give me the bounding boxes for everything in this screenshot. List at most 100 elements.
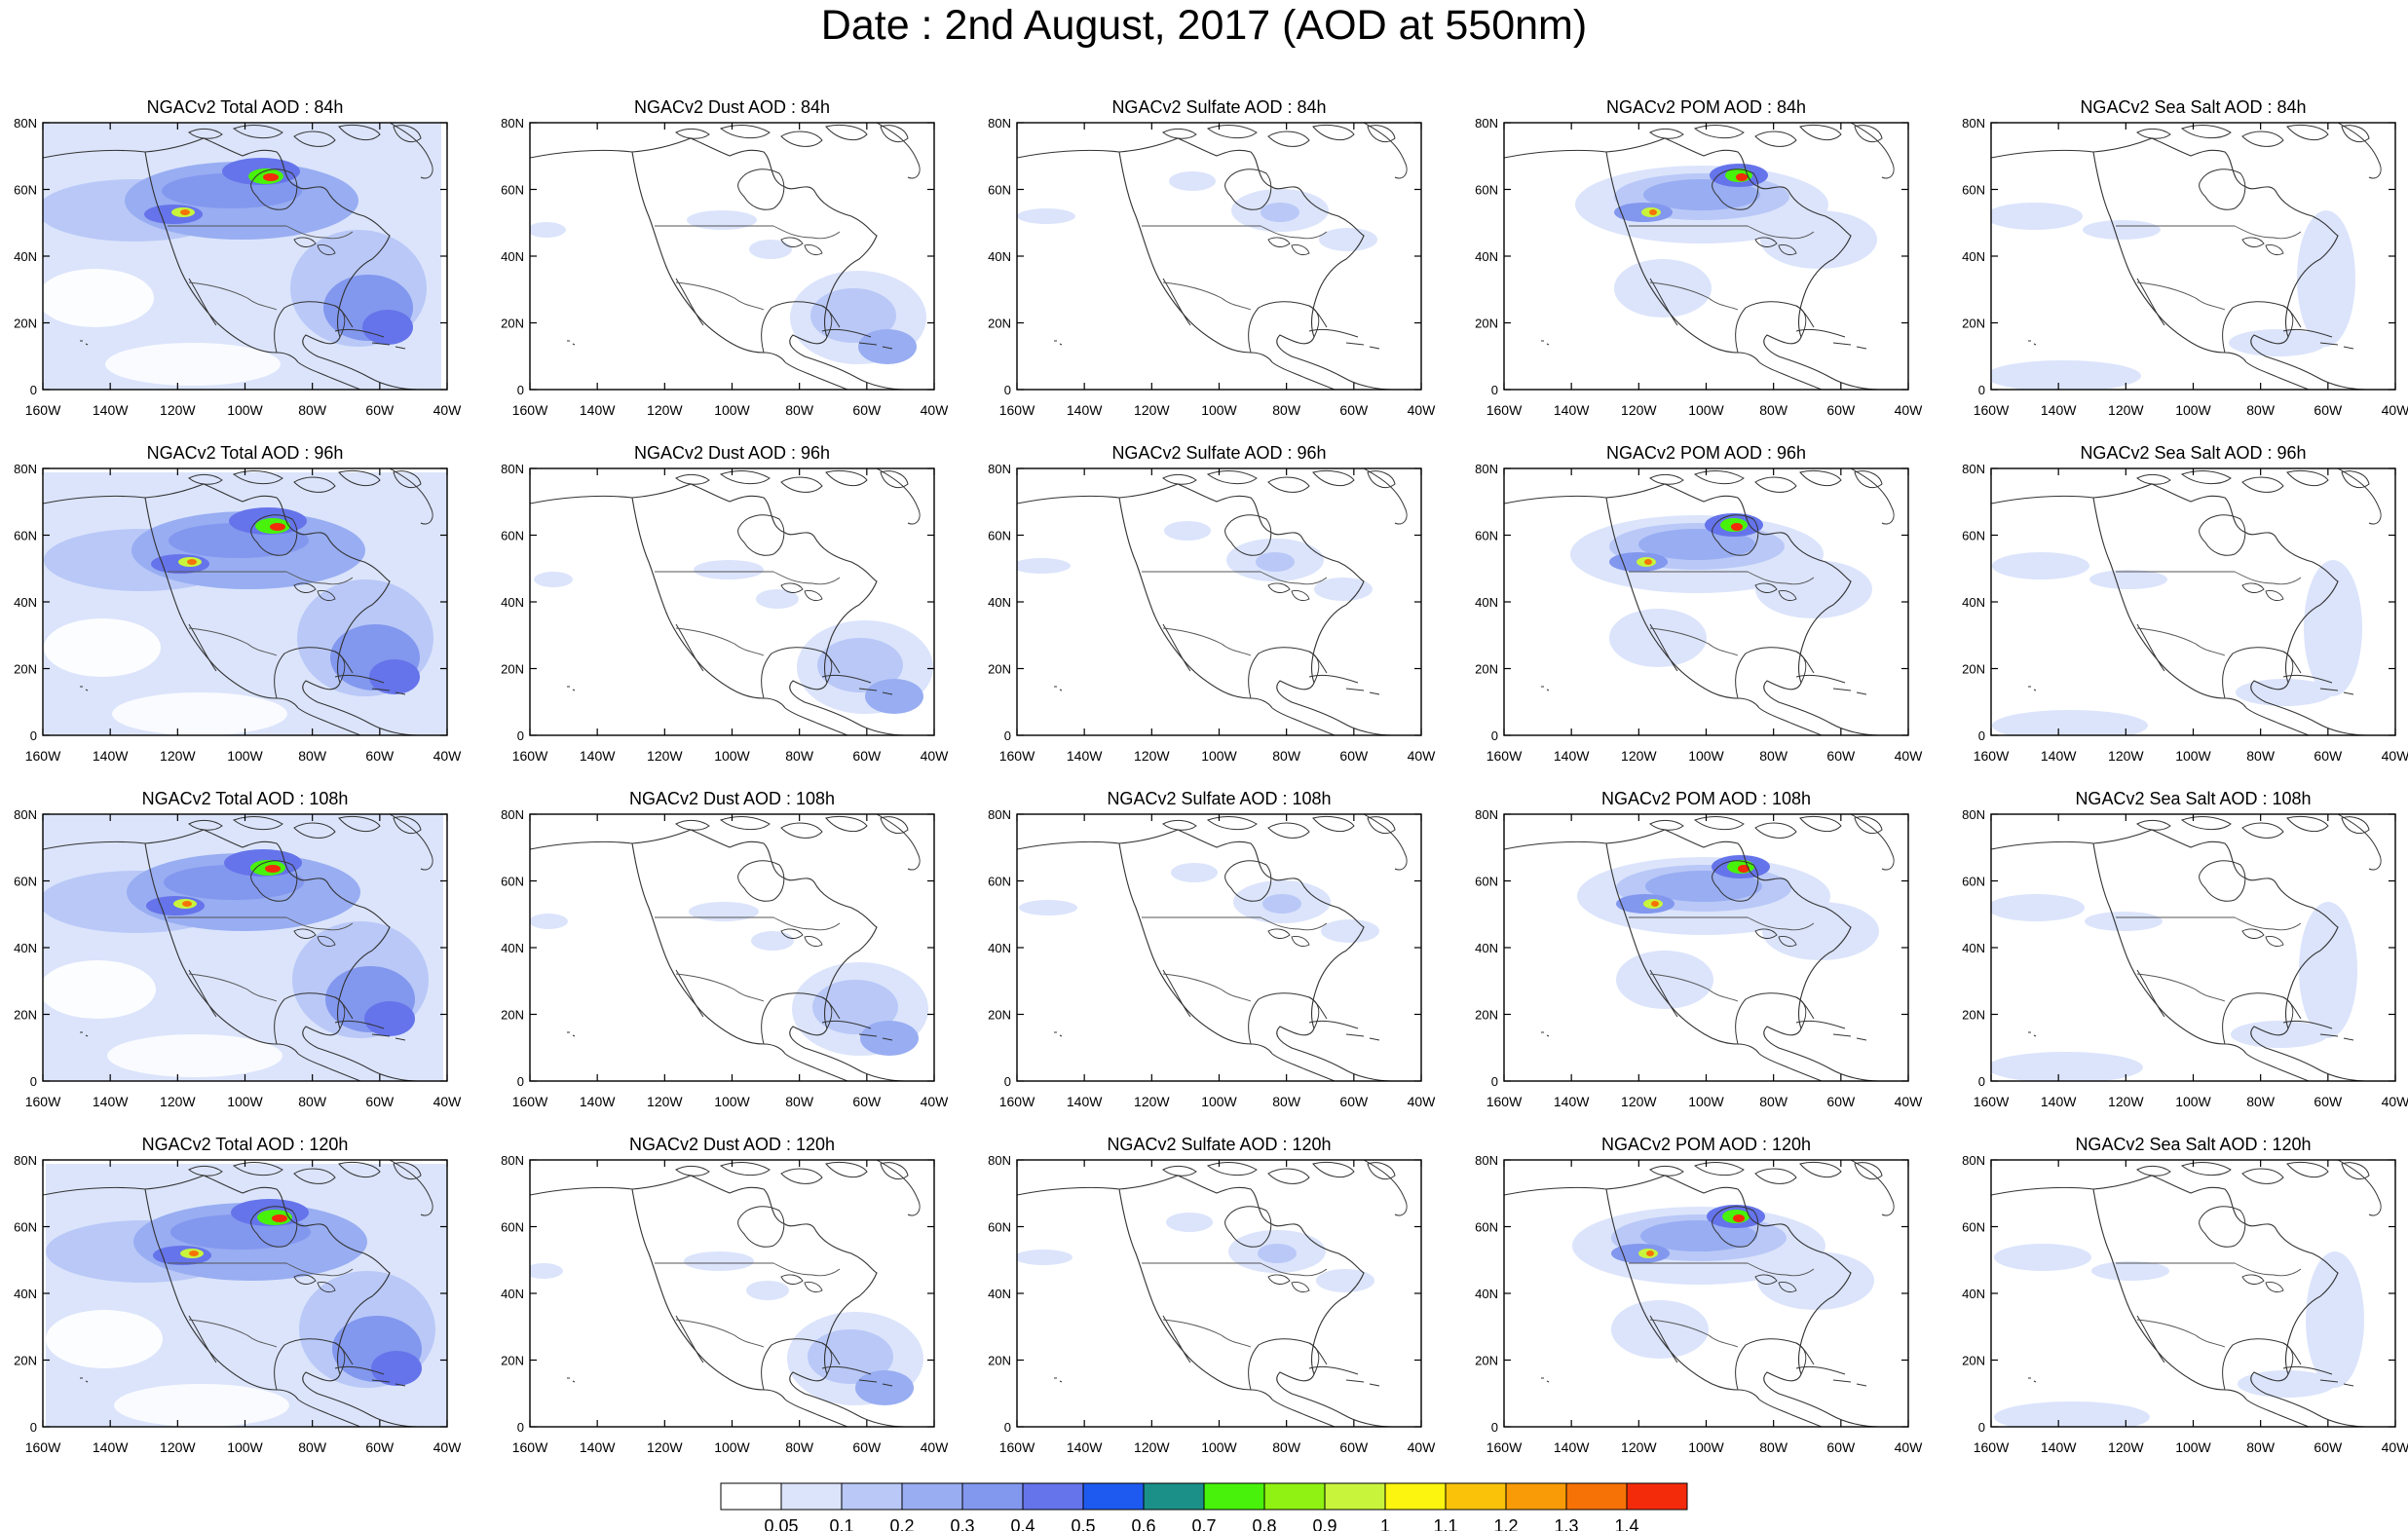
lon-tick-label: 100W <box>2175 402 2211 418</box>
lat-tick-label: 60N <box>14 1220 37 1235</box>
colorbar-label: 1.3 <box>1554 1516 1578 1531</box>
lat-tick-label: 20N <box>1962 1354 1985 1368</box>
map-panel-2-4: NGACv2 Sea Salt AOD : 108h 0 20N 40N 60N 80N 1… <box>1962 789 2408 1109</box>
lon-tick-label: 80W <box>1759 402 1788 418</box>
lat-tick-label: 20N <box>1962 317 1985 331</box>
aod-field <box>43 814 447 1081</box>
lon-tick-label: 160W <box>1974 1094 2010 1109</box>
lon-tick-label: 160W <box>25 1439 61 1455</box>
lon-tick-label: 80W <box>1759 1094 1788 1109</box>
lon-tick-label: 60W <box>1826 748 1856 764</box>
lat-tick-label: 60N <box>1475 875 1498 889</box>
lat-tick-label: 80N <box>1475 807 1498 822</box>
lon-tick-label: 60W <box>1826 402 1856 418</box>
panel-title: NGACv2 Sulfate AOD : 108h <box>1107 789 1331 808</box>
lat-tick-label: 60N <box>988 875 1011 889</box>
lat-tick-label: 80N <box>501 807 524 822</box>
panel-title: NGACv2 Sulfate AOD : 84h <box>1111 97 1326 117</box>
lon-tick-label: 60W <box>2314 1094 2343 1109</box>
lon-tick-label: 80W <box>785 1094 814 1109</box>
lat-tick-label: 20N <box>988 1008 1011 1023</box>
panel-title: NGACv2 POM AOD : 96h <box>1606 443 1806 463</box>
lon-tick-label: 60W <box>365 1094 395 1109</box>
lon-tick-label: 120W <box>160 1094 196 1109</box>
lon-tick-label: 40W <box>433 748 463 764</box>
lon-tick-label: 140W <box>580 748 616 764</box>
lon-tick-label: 80W <box>298 402 327 418</box>
lat-tick-label: 40N <box>1962 941 1985 955</box>
aod-field <box>530 468 934 735</box>
lat-tick-label: 60N <box>988 1220 1011 1235</box>
aod-field <box>1017 814 1421 1081</box>
aod-field <box>1991 814 2395 1081</box>
colorbar-label: 1.2 <box>1493 1516 1518 1531</box>
map-panel-3-4: NGACv2 Sea Salt AOD : 120h 0 20N 40N 60N 80N 1… <box>1962 1135 2408 1455</box>
lat-tick-label: 80N <box>988 462 1011 476</box>
map-panel-1-1: NGACv2 Dust AOD : 96h 0 20N 40N 60N 80N 160W 14… <box>501 443 949 764</box>
lat-tick-label: 60N <box>501 529 524 543</box>
lon-tick-label: 100W <box>227 402 263 418</box>
lon-tick-label: 100W <box>1201 748 1237 764</box>
lon-tick-label: 80W <box>1759 748 1788 764</box>
colorbar-label: 0.2 <box>889 1516 914 1531</box>
lon-tick-label: 100W <box>2175 1439 2211 1455</box>
colorbar-box <box>1022 1482 1084 1511</box>
lat-tick-label: 60N <box>14 875 37 889</box>
lat-tick-label: 60N <box>988 183 1011 198</box>
lon-tick-label: 120W <box>647 402 683 418</box>
lon-tick-label: 160W <box>512 748 548 764</box>
lat-tick-label: 60N <box>1475 183 1498 198</box>
lon-tick-label: 160W <box>999 402 1035 418</box>
aod-field <box>1991 468 2395 735</box>
lat-tick-label: 0 <box>30 383 37 397</box>
lon-tick-label: 80W <box>2246 1439 2276 1455</box>
lat-tick-label: 40N <box>14 249 37 264</box>
colorbar-label: 0.9 <box>1312 1516 1336 1531</box>
map-panel-1-2: NGACv2 Sulfate AOD : 96h 0 20N 40N 60N 80N 160… <box>988 443 1436 764</box>
lon-tick-label: 80W <box>298 1094 327 1109</box>
map-panel-1-4: NGACv2 Sea Salt AOD : 96h 0 20N 40N 60N 80N 16… <box>1962 443 2408 764</box>
colorbar-box <box>1324 1482 1386 1511</box>
map-panel-2-3: NGACv2 POM AOD : 108h 0 20N 40N 60N 80N 160W 14… <box>1475 789 1923 1109</box>
lon-tick-label: 120W <box>2108 1094 2144 1109</box>
lat-tick-label: 0 <box>30 728 37 743</box>
lat-tick-label: 0 <box>517 383 524 397</box>
lon-tick-label: 100W <box>1201 402 1237 418</box>
colorbar-box <box>1445 1482 1507 1511</box>
lat-tick-label: 20N <box>501 317 524 331</box>
lat-tick-label: 40N <box>1475 249 1498 264</box>
lat-tick-label: 20N <box>988 317 1011 331</box>
aod-field <box>530 123 934 390</box>
lon-tick-label: 40W <box>921 402 950 418</box>
lon-tick-label: 100W <box>1688 748 1724 764</box>
lon-tick-label: 60W <box>1339 402 1369 418</box>
lon-tick-label: 40W <box>2382 402 2408 418</box>
lon-tick-label: 100W <box>714 1439 750 1455</box>
map-panel-3-1: NGACv2 Dust AOD : 120h 0 20N 40N 60N 80N 160W 1… <box>501 1135 949 1455</box>
lon-tick-label: 40W <box>433 1094 463 1109</box>
lon-tick-label: 80W <box>1272 1094 1301 1109</box>
map-panel-0-1: NGACv2 Dust AOD : 84h 0 20N 40N 60N 80N 160W 14… <box>501 97 949 418</box>
colorbar-box <box>1203 1482 1265 1511</box>
lon-tick-label: 160W <box>1974 402 2010 418</box>
colorbar-box <box>720 1482 782 1511</box>
lat-tick-label: 60N <box>501 1220 524 1235</box>
lon-tick-label: 120W <box>1134 1094 1170 1109</box>
lon-tick-label: 40W <box>433 1439 463 1455</box>
lon-tick-label: 100W <box>2175 1094 2211 1109</box>
aod-field <box>1991 1160 2395 1427</box>
lon-tick-label: 60W <box>1339 1439 1369 1455</box>
panel-title: NGACv2 Dust AOD : 96h <box>634 443 830 463</box>
lat-tick-label: 40N <box>1475 941 1498 955</box>
colorbar-box <box>961 1482 1024 1511</box>
lat-tick-label: 0 <box>1978 728 1985 743</box>
lon-tick-label: 80W <box>1272 402 1301 418</box>
lat-tick-label: 80N <box>1962 462 1985 476</box>
colorbar-label: 0.5 <box>1071 1516 1095 1531</box>
lon-tick-label: 140W <box>93 402 129 418</box>
colorbar-label: 0.6 <box>1131 1516 1155 1531</box>
panel-title: NGACv2 POM AOD : 84h <box>1606 97 1806 117</box>
lon-tick-label: 160W <box>512 402 548 418</box>
lat-tick-label: 0 <box>1004 1420 1011 1435</box>
lon-tick-label: 160W <box>25 402 61 418</box>
